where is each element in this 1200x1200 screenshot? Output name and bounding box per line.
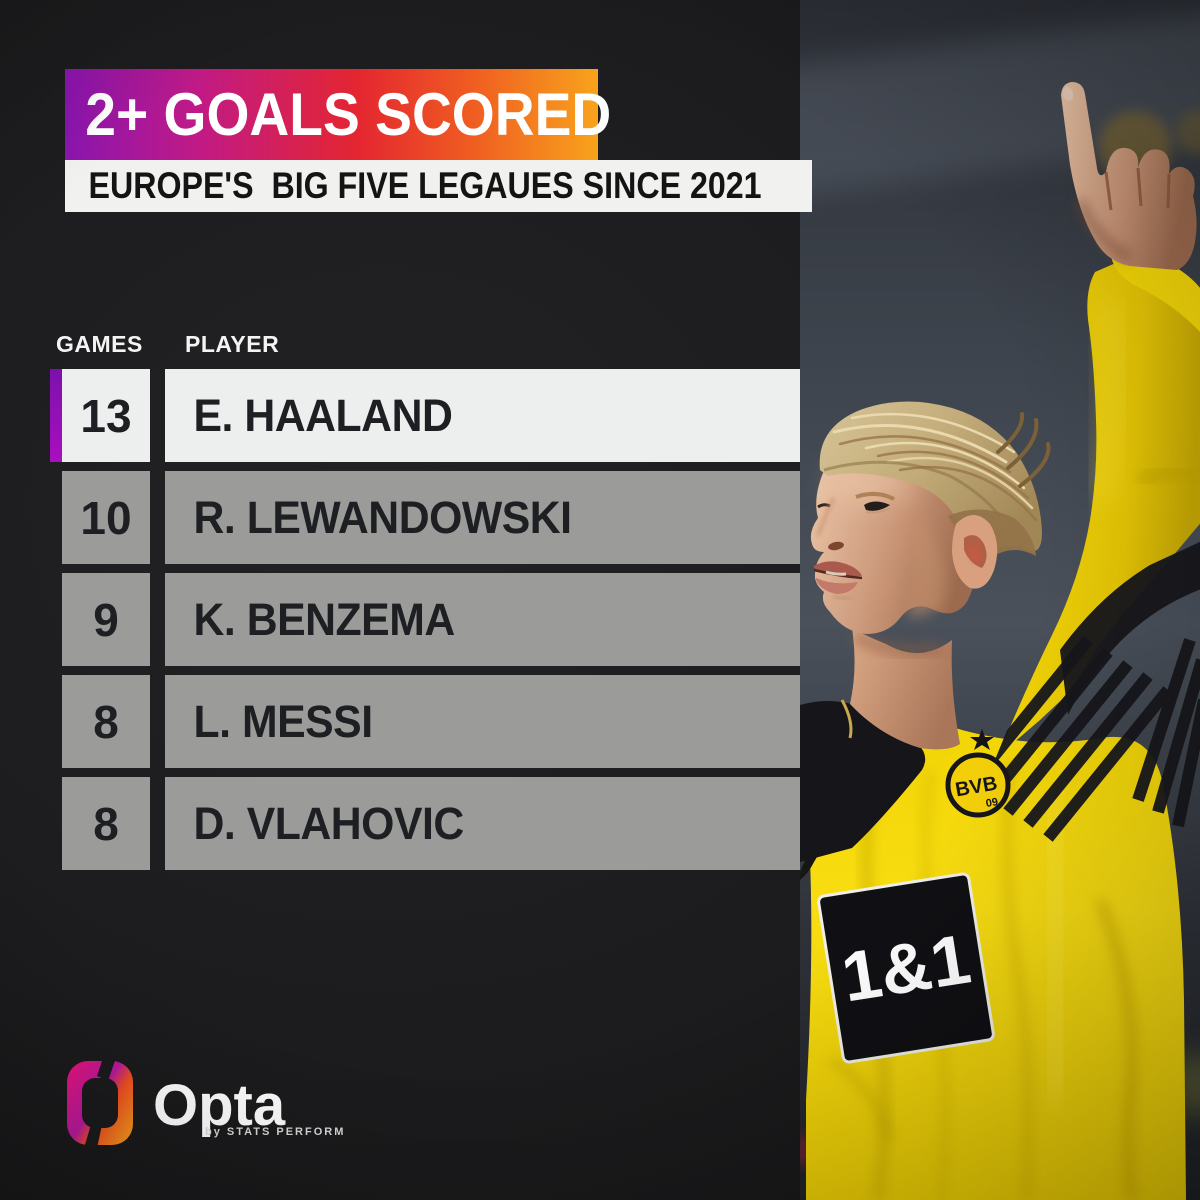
table-row: 9 K. BENZEMA (50, 573, 800, 666)
player-name: K. BENZEMA (193, 593, 456, 645)
collar (800, 701, 926, 862)
eye (864, 501, 890, 511)
hair-back-strands (996, 412, 1051, 488)
column-header-games: GAMES (56, 331, 143, 357)
jersey (806, 717, 1186, 1200)
player-cell: L. MESSI (165, 675, 800, 768)
elbow-crease (1138, 468, 1200, 485)
games-value: 10 (80, 491, 132, 544)
player-name: E. HAALAND (193, 389, 453, 441)
cell-gap (150, 369, 165, 462)
jersey-fold (828, 1056, 894, 1142)
finger-gap (1104, 171, 1113, 211)
player-name: D. VLAHOVIC (193, 797, 465, 849)
games-value: 13 (80, 389, 132, 442)
opta-logo-icon (67, 1060, 133, 1146)
games-value: 9 (93, 593, 119, 646)
games-cell: 8 (62, 675, 150, 768)
cell-gap (150, 573, 165, 666)
nostril (828, 541, 844, 551)
jersey-highlight (1043, 799, 1068, 1101)
games-cell: 10 (62, 471, 150, 564)
player-photo: 1&1 BVB 09 (800, 0, 1200, 1200)
table-row: 8 D. VLAHOVIC (50, 777, 800, 870)
stripe (1152, 658, 1200, 814)
jaw-shadow (851, 631, 943, 655)
teeth-glint (825, 570, 847, 576)
jersey-fold (1094, 897, 1138, 1200)
bokeh-light (1176, 110, 1200, 154)
page-title: 2+ GOALS SCORED (85, 81, 612, 148)
eye-lid-line (865, 507, 891, 514)
title-banner: 2+ GOALS SCORED (65, 69, 611, 160)
row-accent-bar (50, 777, 62, 870)
column-header-player: PLAYER (185, 331, 280, 357)
arm-sleeve (998, 262, 1200, 756)
sleeve-highlight (1093, 299, 1122, 502)
cell-gap (150, 471, 165, 564)
hair-streaks (832, 412, 1038, 522)
opta-wordmark: Opta (153, 1073, 286, 1138)
ear (952, 515, 998, 589)
player-cell: K. BENZEMA (165, 573, 800, 666)
jersey-fold (1002, 759, 1033, 1200)
lower-lip (816, 578, 858, 594)
hairline-shadow (823, 460, 1002, 517)
player-cell: E. HAALAND (165, 369, 800, 462)
row-accent-bar (50, 471, 62, 564)
player-cell: D. VLAHOVIC (165, 777, 800, 870)
row-accent-bar (50, 369, 62, 462)
finger-gap (1136, 167, 1143, 207)
raised-arm (998, 246, 1200, 756)
stripe (1003, 660, 1133, 816)
subtitle-bar: EUROPE'S BIG FIVE LEGAUES SINCE 2021 (65, 160, 812, 212)
games-value: 8 (93, 695, 119, 748)
chin-crease (833, 594, 853, 601)
stripe (1023, 672, 1153, 828)
player-name: L. MESSI (193, 695, 374, 747)
player-name: R. LEWANDOWSKI (193, 491, 573, 543)
badge-year: 09 (985, 796, 999, 810)
games-cell: 13 (62, 369, 150, 462)
stats-table: 13 E. HAALAND 10 R. LEWANDOWSKI 9 K. BEN… (50, 369, 800, 870)
table-row: 8 L. MESSI (50, 675, 800, 768)
badge-star (970, 729, 994, 750)
jersey-torso (806, 717, 1186, 1200)
table-row: 10 R. LEWANDOWSKI (50, 471, 800, 564)
stripe (1043, 686, 1173, 842)
club-badge: BVB 09 (945, 729, 1011, 818)
player-cell: R. LEWANDOWSKI (165, 471, 800, 564)
table-row: 13 E. HAALAND (50, 369, 800, 462)
opta-sub-brand: by STATS PERFORM (205, 1126, 346, 1138)
cuff (1112, 246, 1200, 332)
armpit-band (1060, 540, 1200, 715)
fingernail (1062, 87, 1074, 101)
sponsor-patch: 1&1 (817, 872, 995, 1064)
finger-gap (1166, 173, 1171, 209)
palm-shadow (1075, 198, 1133, 263)
cell-gap (150, 777, 165, 870)
page-subtitle: EUROPE'S BIG FIVE LEGAUES SINCE 2021 (88, 165, 762, 206)
stripe (1132, 638, 1196, 802)
nose-bridge (816, 497, 836, 537)
row-accent-bar (50, 573, 62, 666)
cheek-shadow (906, 516, 944, 617)
pointing-hand (1061, 82, 1197, 270)
head (810, 401, 1051, 634)
row-accent-bar (50, 675, 62, 768)
games-value: 8 (93, 797, 119, 850)
games-cell: 9 (62, 573, 150, 666)
games-cell: 8 (62, 777, 150, 870)
necklace (840, 699, 853, 739)
cell-gap (150, 675, 165, 768)
eyebrow (855, 492, 895, 501)
puma-logo (800, 842, 826, 880)
neck (840, 628, 960, 750)
